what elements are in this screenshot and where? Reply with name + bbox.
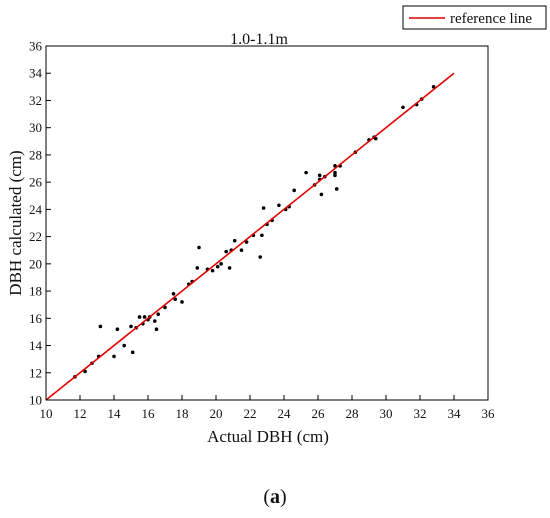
x-tick-label: 22 [244,406,257,421]
data-point [232,238,237,243]
data-point [215,264,220,269]
data-point [156,312,160,317]
data-point [334,187,339,191]
data-point [112,354,116,359]
y-tick-label: 32 [29,93,42,108]
y-tick-label: 34 [29,66,43,81]
panel-label: (a) [0,486,550,509]
data-point [180,300,184,304]
data-point [210,268,215,273]
data-point [374,136,378,141]
x-tick-label: 12 [74,406,87,421]
y-tick-label: 14 [29,338,43,353]
x-tick-label: 14 [108,406,122,421]
x-axis-ticks: 10 12 14 16 18 20 22 24 26 28 30 32 34 36 [40,395,496,421]
x-tick-label: 20 [210,406,223,421]
x-tick-label: 32 [414,406,427,421]
y-tick-label: 10 [29,393,42,408]
data-point [333,164,337,168]
data-point [171,292,176,296]
x-tick-label: 18 [176,406,189,421]
y-tick-label: 20 [29,256,42,271]
chart-title: 1.0-1.1m [230,31,288,48]
data-point [142,315,147,319]
data-point [319,192,324,197]
panel-label-close: ) [280,486,287,508]
x-tick-label: 36 [482,406,496,421]
data-point [115,327,120,332]
data-point [137,315,142,319]
x-tick-label: 28 [346,406,359,421]
panel-label-open: ( [263,486,270,508]
y-tick-label: 28 [29,147,42,162]
y-tick-label: 12 [29,365,42,380]
data-point [173,297,177,302]
data-point [197,245,201,250]
y-axis-title: DBH calculated (cm) [6,150,25,295]
y-tick-label: 30 [29,120,42,135]
data-point [401,105,405,110]
data-point [304,170,308,175]
data-point [333,170,337,175]
data-point [431,85,436,89]
data-point [317,173,322,178]
data-point [258,255,263,259]
x-tick-label: 34 [448,406,462,421]
data-point [277,203,281,208]
data-point [219,262,223,266]
data-point [244,240,249,244]
y-tick-label: 16 [29,311,43,326]
data-point [261,206,266,210]
data-point [129,324,133,329]
data-point [224,249,228,254]
data-point [260,233,264,238]
y-axis-ticks: 10 12 14 16 18 20 22 24 26 28 30 32 34 36 [29,39,51,408]
data-point [163,305,167,310]
x-tick-label: 24 [278,406,292,421]
x-tick-label: 26 [312,406,326,421]
data-point [195,266,200,270]
x-axis-title: Actual DBH (cm) [207,427,329,446]
data-point [130,350,135,355]
x-tick-label: 30 [380,406,393,421]
data-point [153,319,157,323]
y-tick-label: 36 [29,39,43,54]
legend: reference line [402,5,547,30]
data-point [333,173,337,178]
y-tick-label: 22 [29,229,42,244]
scatter-chart: 10 12 14 16 18 20 22 24 26 28 30 32 34 36 10 12 14 16 18 2… [6,5,547,446]
data-point [227,266,232,270]
data-point [154,327,159,332]
data-point [98,324,103,329]
data-points [73,85,436,379]
reference-line [45,72,455,401]
y-tick-label: 24 [29,202,43,217]
data-point [239,248,244,253]
y-tick-label: 26 [29,175,43,190]
y-tick-label: 18 [29,284,42,299]
data-point [122,343,126,348]
panel-label-letter: a [270,486,280,508]
data-point [83,369,87,374]
data-point [292,188,297,193]
legend-label-reference-line: reference line [450,11,532,27]
x-tick-label: 16 [142,406,156,421]
plot-frame [45,45,489,401]
x-tick-label: 10 [40,406,53,421]
legend-box [402,5,547,30]
